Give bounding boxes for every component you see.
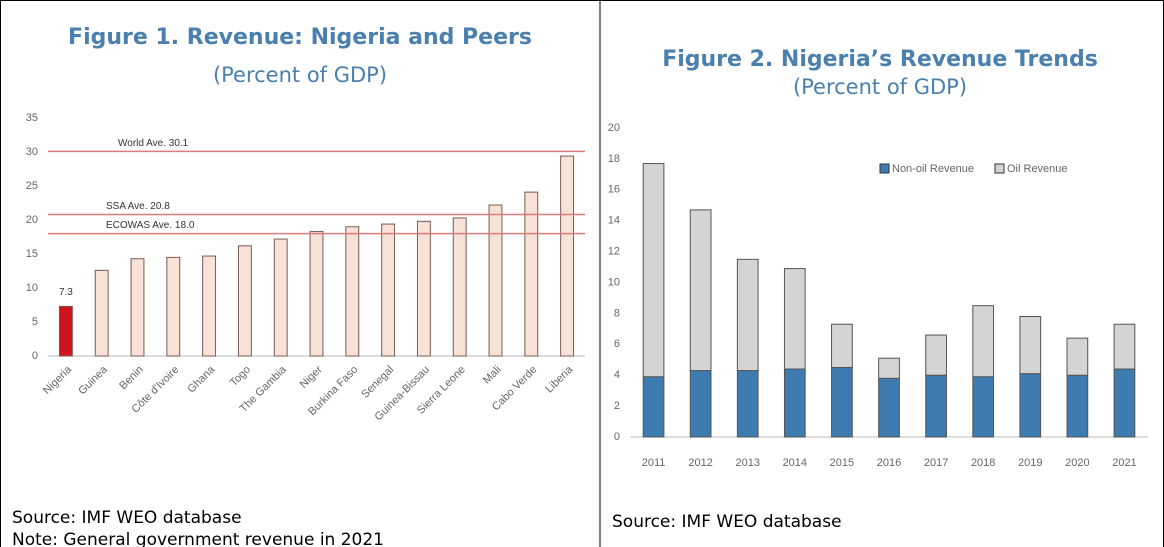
y-tick-label: 0 [32, 350, 38, 362]
x-tick-label: Ghana [185, 363, 217, 395]
x-tick-label: 2013 [735, 457, 759, 469]
legend-label: Oil Revenue [1007, 163, 1068, 175]
title: Figure 1. Revenue: Nigeria and Peers [68, 25, 532, 50]
y-tick-label: 18 [608, 153, 620, 165]
x-tick-label: Liberia [543, 363, 575, 395]
bar-segment [1066, 374, 1089, 438]
y-tick-label: 8 [614, 307, 620, 319]
legend-swatch [994, 163, 1005, 174]
legend-swatch [879, 163, 890, 174]
bar-segment [689, 209, 712, 372]
title: Figure 2. Nigeria’s Revenue Trends [662, 47, 1098, 72]
y-tick-label: 2 [614, 400, 620, 412]
y-tick-label: 12 [608, 246, 620, 258]
y-tick-label: 20 [26, 214, 38, 226]
reference-label: ECOWAS Ave. 18.0 [106, 220, 195, 231]
y-tick-label: 20 [608, 122, 620, 134]
y-tick-label: 6 [614, 338, 620, 350]
y-tick-label: 35 [26, 112, 38, 124]
x-tick-label: 2016 [877, 457, 901, 469]
bar-segment [1019, 315, 1042, 375]
bar [560, 155, 575, 357]
x-tick-label: Mali [481, 364, 504, 387]
x-tick-label: 2021 [1112, 457, 1136, 469]
x-tick-label: Guinea [76, 363, 110, 397]
bar [452, 217, 467, 357]
x-tick-label: Benin [117, 364, 145, 392]
bar [58, 305, 73, 357]
source: Source: IMF WEO database [612, 512, 842, 532]
bar-segment [972, 305, 995, 378]
bar-segment [1113, 368, 1136, 438]
bar-segment [925, 334, 947, 376]
source: Source: IMF WEO database [12, 508, 242, 528]
bar [202, 255, 217, 357]
bar-segment [689, 370, 712, 438]
bar-segment [1019, 373, 1042, 438]
bar [488, 204, 503, 357]
note: Note: General government revenue in 2021 [12, 530, 384, 547]
y-tick-label: 25 [26, 180, 38, 192]
x-tick-label: 2015 [830, 457, 854, 469]
legend-label: Non-oil Revenue [892, 163, 974, 175]
reference-label: SSA Ave. 20.8 [106, 201, 170, 212]
x-tick-label: 2014 [783, 457, 807, 469]
reference-label: World Ave. 30.1 [118, 138, 189, 149]
bar-segment [1113, 323, 1136, 370]
bar-segment [925, 374, 947, 438]
bar-segment [642, 163, 665, 378]
y-tick-label: 16 [608, 184, 620, 196]
y-tick-label: 30 [26, 146, 38, 158]
subtitle: (Percent of GDP) [793, 75, 967, 99]
bar-segment [736, 370, 759, 438]
x-tick-label: Togo [228, 364, 253, 389]
x-tick-label: 2018 [971, 457, 995, 469]
y-tick-label: 10 [26, 282, 38, 294]
y-tick-label: 14 [608, 215, 620, 227]
bar-segment [736, 258, 759, 372]
bar [309, 231, 324, 357]
y-tick-label: 15 [26, 248, 38, 260]
bar [416, 220, 431, 357]
bar [130, 258, 145, 357]
bar-segment [878, 377, 900, 438]
x-tick-label: 2011 [642, 457, 666, 469]
y-tick-label: 0 [614, 431, 620, 443]
bar-segment [878, 357, 900, 379]
x-tick-label: Niger [298, 363, 325, 390]
bar-segment [831, 323, 853, 368]
bar-segment [783, 268, 806, 370]
bar [166, 256, 181, 357]
bar [273, 238, 288, 357]
y-tick-label: 5 [32, 316, 38, 328]
bar [381, 223, 396, 357]
bar [345, 226, 360, 357]
x-tick-label: Nigeria [41, 363, 75, 397]
y-tick-label: 4 [614, 369, 620, 381]
bar [94, 269, 109, 357]
x-tick-label: 2020 [1065, 457, 1089, 469]
x-tick-label: 2019 [1018, 457, 1042, 469]
x-tick-label: 2012 [688, 457, 712, 469]
bar-segment [1066, 337, 1089, 376]
bar-segment [642, 376, 665, 438]
bar-segment [972, 376, 995, 438]
x-tick-label: 2017 [924, 457, 948, 469]
data-label: 7.3 [59, 287, 73, 298]
y-tick-label: 10 [608, 276, 620, 288]
bar-segment [831, 366, 853, 438]
bar [237, 245, 252, 357]
bar-segment [783, 368, 806, 438]
bar [524, 191, 539, 357]
subtitle: (Percent of GDP) [213, 63, 387, 87]
